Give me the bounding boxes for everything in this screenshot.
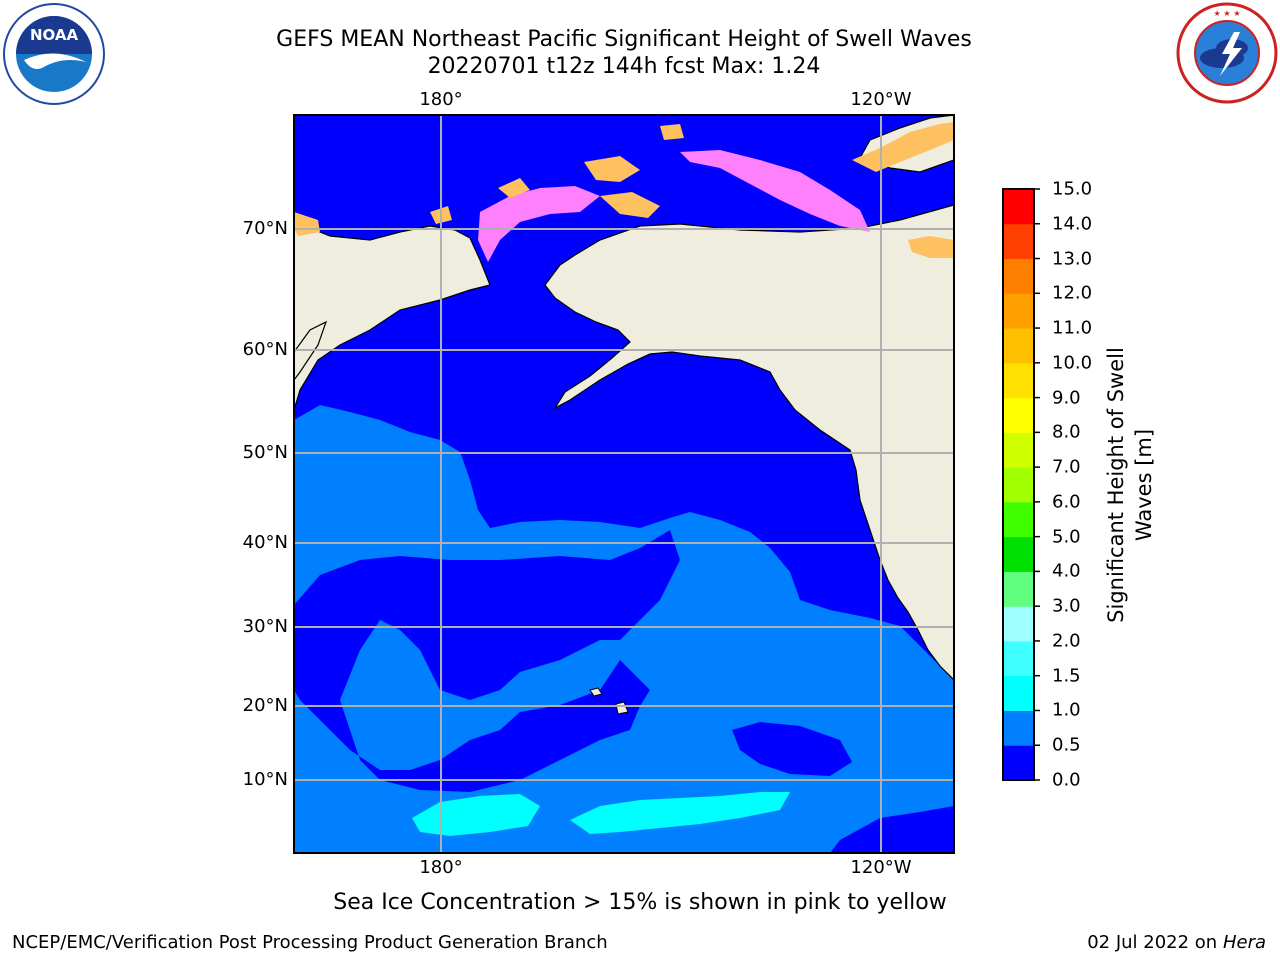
colorbar-segment <box>1003 501 1034 538</box>
colorbar-segment <box>1003 467 1034 503</box>
colorbar-segment <box>1003 571 1034 607</box>
lat-label-20n: 20°N <box>242 695 288 716</box>
colorbar-segment <box>1003 223 1034 260</box>
colorbar-tick-label: 3.0 <box>1052 595 1081 617</box>
svg-text:★ ★ ★: ★ ★ ★ <box>1213 9 1240 18</box>
lon-label-top-180: 180° <box>419 89 463 110</box>
colorbar-segment <box>1003 675 1034 711</box>
swell-zone-low-tongue <box>294 530 680 792</box>
footer-credit: NCEP/EMC/Verification Post Processing Pr… <box>12 932 608 953</box>
colorbar-segment <box>1003 710 1034 746</box>
colorbar-tick-label: 13.0 <box>1052 248 1093 270</box>
lat-label-10n: 10°N <box>242 769 288 790</box>
colorbar-label-line2: Waves [m] <box>1132 428 1156 542</box>
colorbar-tick-label: 8.0 <box>1052 421 1081 443</box>
colorbar-label: Significant Height of Swell Waves [m] <box>1102 275 1158 695</box>
colorbar-segment <box>1003 362 1034 399</box>
noaa-logo-text: NOAA <box>30 26 79 44</box>
colorbar-segment <box>1003 397 1034 433</box>
lat-label-40n: 40°N <box>242 532 288 553</box>
colorbar-tick-label: 14.0 <box>1052 213 1093 235</box>
graticule <box>294 115 954 853</box>
colorbar-tick-label: 15.0 <box>1052 178 1093 200</box>
swell-zone-low-sw <box>830 806 954 853</box>
footer-date-text: 02 Jul 2022 on <box>1087 932 1223 953</box>
footer-host: Hera <box>1222 932 1266 953</box>
colorbar-tick-label: 2.0 <box>1052 630 1081 652</box>
colorbar-tick-label: 9.0 <box>1052 387 1081 409</box>
colorbar-segment <box>1003 328 1034 364</box>
nws-logo: ★ ★ ★ <box>1176 2 1278 104</box>
colorbar-segment <box>1003 189 1034 225</box>
colorbar <box>1003 188 1040 781</box>
colorbar-tick-label: 10.0 <box>1052 352 1093 374</box>
swell-zone-high <box>412 792 790 836</box>
noaa-logo: NOAA <box>3 3 105 105</box>
colorbar-tick-label: 11.0 <box>1052 317 1093 339</box>
swell-zone-low-se <box>732 722 852 776</box>
footer-date: 02 Jul 2022 on Hera <box>1087 932 1266 953</box>
colorbar-tick-label: 4.0 <box>1052 560 1081 582</box>
colorbar-segment <box>1003 432 1034 468</box>
colorbar-tick-label: 7.0 <box>1052 456 1081 478</box>
chart-subtitle: 20220701 t12z 144h fcst Max: 1.24 <box>427 54 821 79</box>
lon-label-bottom-120w: 120°W <box>850 857 912 878</box>
colorbar-tick-label: 6.0 <box>1052 491 1081 513</box>
colorbar-tick-label: 5.0 <box>1052 526 1081 548</box>
lat-label-60n: 60°N <box>242 339 288 360</box>
colorbar-tick-label: 0.5 <box>1052 734 1081 756</box>
colorbar-segment <box>1003 606 1034 642</box>
colorbar-tick-label: 0.0 <box>1052 769 1081 791</box>
colorbar-segment <box>1003 640 1034 677</box>
colorbar-frame <box>1002 188 1035 781</box>
colorbar-label-line1: Significant Height of Swell <box>1104 347 1128 623</box>
lon-label-bottom-180: 180° <box>419 857 463 878</box>
chart-title: GEFS MEAN Northeast Pacific Significant … <box>276 27 972 52</box>
colorbar-segment <box>1003 745 1034 781</box>
sea-ice-note: Sea Ice Concentration > 15% is shown in … <box>333 890 947 915</box>
lat-label-50n: 50°N <box>242 442 288 463</box>
colorbar-segment <box>1003 293 1034 329</box>
colorbar-segment <box>1003 536 1034 572</box>
colorbar-segment <box>1003 258 1034 294</box>
lat-label-30n: 30°N <box>242 616 288 637</box>
colorbar-tick-label: 1.5 <box>1052 665 1081 687</box>
land-hawaii <box>589 687 629 715</box>
lon-label-top-120w: 120°W <box>850 89 912 110</box>
colorbar-tick-label: 1.0 <box>1052 699 1081 721</box>
colorbar-tick-label: 12.0 <box>1052 282 1093 304</box>
sea-ice-pink <box>478 150 870 262</box>
lat-label-70n: 70°N <box>242 218 288 239</box>
map-frame <box>293 114 955 854</box>
